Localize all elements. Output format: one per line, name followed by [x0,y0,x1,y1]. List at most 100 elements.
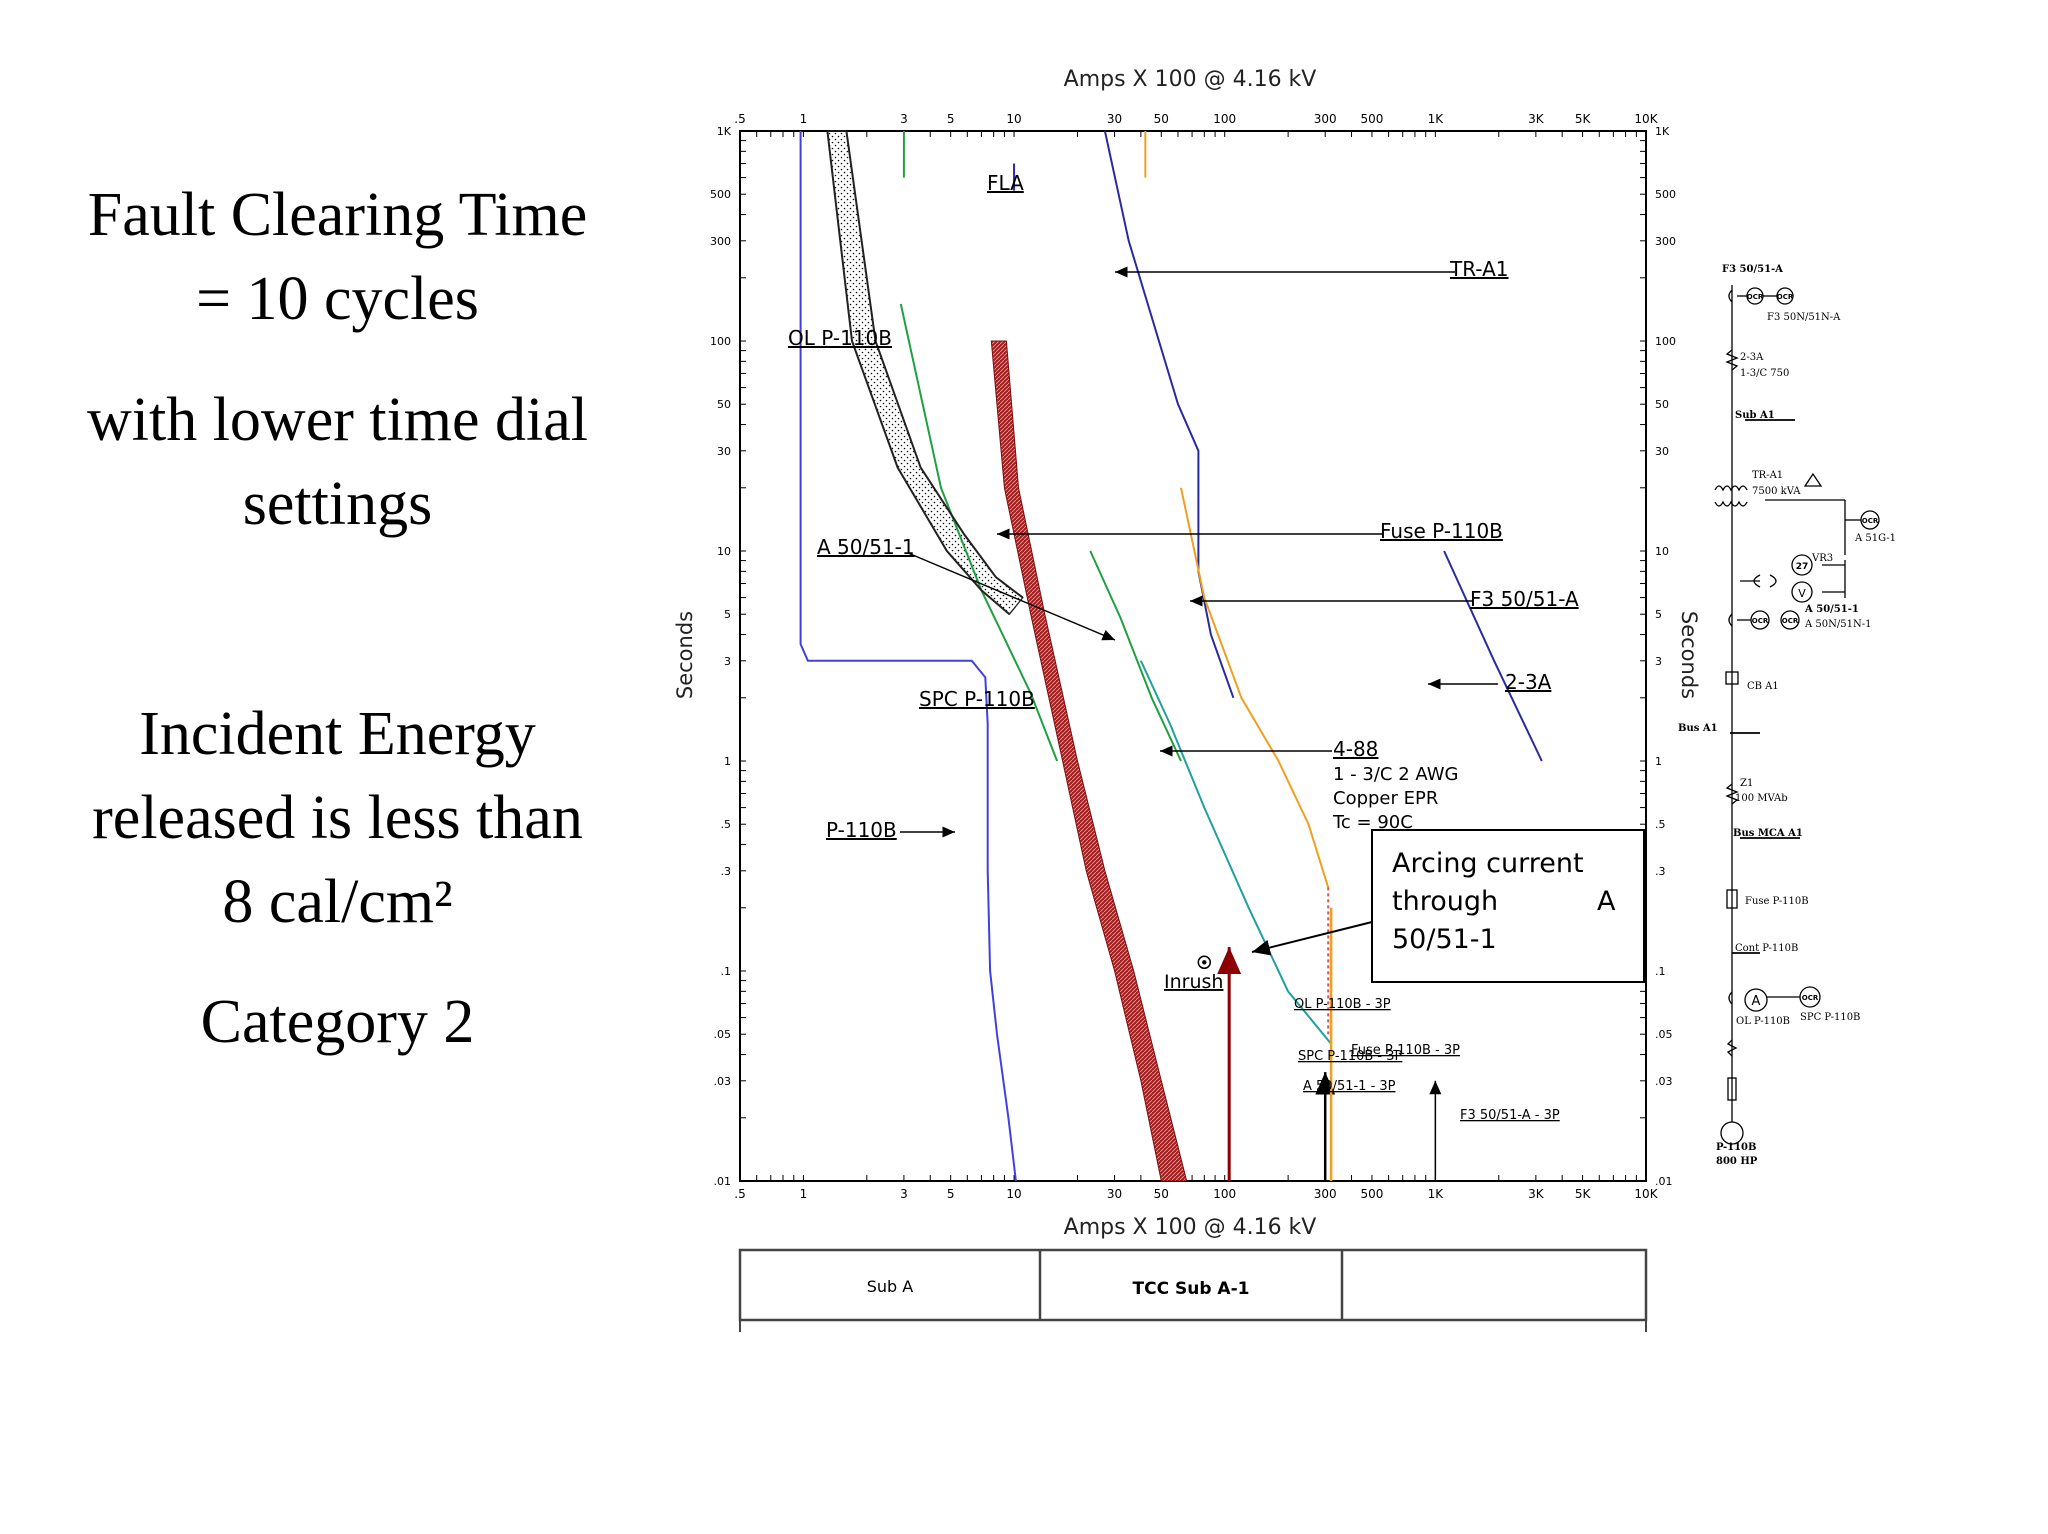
x-tick-label: 10 [1006,1187,1021,1201]
x-tick-label: 100 [1213,112,1236,126]
ct-icon-3 [1728,991,1733,1005]
x-tick-label: 10K [1634,112,1658,126]
incident-energy-line1: Incident Energy [139,700,536,768]
one-line-label-20: P-110B [1716,1142,1756,1153]
x-tick-label: 3K [1528,112,1545,126]
one-line-label-19: SPC P-110B [1800,1012,1860,1023]
curve-label-13: Inrush [1164,971,1223,993]
one-line-label-5: TR-A1 [1752,470,1783,481]
y-tick-label: 100 [710,335,731,348]
axis-ticks: .5 .5 1 1 3 3 5 5 10 10 30 30 50 50 100 100 300 300 500 500… [710,112,1676,1201]
y-tick-label: 50 [717,398,731,411]
x-tick-label: 3K [1528,1187,1545,1201]
ol-relay-icon [1744,988,1768,1012]
one-line-label-21: 800 HP [1716,1156,1758,1167]
y-tick-label: .5 [1655,818,1666,831]
plot-frame [739,130,1647,1182]
incident-energy-line3: 8 cal/cm² [222,868,453,936]
curve-label-1: TR-A1 [1449,257,1509,281]
one-line-label-7: A 51G-1 [1854,533,1896,544]
curve-label-18: F3 50/51-A - 3P [1460,1108,1560,1123]
x-tick-label: 500 [1360,112,1383,126]
y-tick-label: .03 [714,1075,732,1088]
y-tick-label: .3 [721,865,732,878]
y-tick-label: 3 [724,655,731,668]
y-tick-label: 300 [1655,235,1676,248]
motor-icon [1720,1121,1744,1145]
ct-icon-1 [1728,289,1733,303]
series-lines [799,130,1543,1182]
x-tick-label: 1 [800,1187,808,1201]
arcing-callout-line1: Arcing current [1392,848,1584,879]
ammeter-label: A [1752,994,1761,1009]
time-dial-line2: settings [242,470,433,538]
label-leader [907,552,1116,641]
one-line-label-9: A 50/51-1 [1804,604,1859,615]
one-line-label-17: Cont P-110B [1735,943,1798,954]
series-line-2 [1443,550,1543,762]
one-line-label-1: F3 50N/51N-A [1767,312,1841,323]
left-text-block: Fault Clearing Time = 10 cycles [20,173,655,341]
impedance-icon [1725,783,1739,805]
curve-label-17: A 50/51-1 - 3P [1303,1079,1396,1094]
series-line-8 [845,130,1024,599]
one-line-label-4: Sub A1 [1735,410,1775,421]
ocr-relay-icon-5 [1780,610,1800,630]
callout-pointer [1251,921,1373,956]
series-line-6 [1089,550,1182,762]
relay-label: OCR [1752,617,1769,625]
y-tick-label: .1 [1655,965,1666,978]
uv-relay-icon [1791,554,1813,576]
curve-labels: FLA TR-A1 OL P-110B Fuse P-110B F3 50/51-A A … [788,171,1579,1123]
series-line-7 [826,130,1011,615]
series-line-1 [1103,130,1235,699]
time-dial-line1: with lower time dial [86,386,589,454]
fault-clearing-heading-line1: Fault Clearing Time [87,181,588,249]
y-tick-label: .05 [1655,1028,1673,1041]
ct-icon-2 [1728,613,1733,627]
x-tick-label: 50 [1154,1187,1169,1201]
curve-label-16: Fuse P-110B - 3P [1351,1043,1460,1058]
inrush-point [1197,955,1212,970]
time-dial-text: with lower time dial settings [20,378,655,546]
curve-label-14: OL P-110B - 3P [1294,997,1391,1012]
x-tick-label: 300 [1314,112,1337,126]
title-block-center: TCC Sub A-1 [1133,1279,1250,1299]
y-tick-label: 30 [1655,445,1669,458]
plot-area: FLA TR-A1 OL P-110B Fuse P-110B F3 50/51-A A … [739,130,1647,1182]
delta-icon [1803,472,1823,487]
curve-label-5: A 50/51-1 [817,535,915,559]
title-block-frame [738,1248,1648,1322]
y-tick-label: .1 [721,965,732,978]
x-tick-label: 10 [1006,112,1021,126]
arcing-callout-line2: through [1392,886,1498,917]
relay-label: OCR [1747,293,1764,301]
one-line-diagram [1714,285,1880,1145]
x-tick-label: 1K [1428,1187,1445,1201]
fuse-icon [1726,889,1738,909]
y-tick-label: .01 [1655,1175,1673,1188]
label-leaders [900,266,1498,838]
one-line-label-11: CB A1 [1747,681,1779,692]
curve-label-3: Fuse P-110B [1380,519,1503,543]
one-line-label-8: VR3 [1811,553,1833,564]
arcing-callout-box [1371,829,1645,983]
x-tick-label: 50 [1154,112,1169,126]
curve-label-7: SPC P-110B [919,687,1035,711]
x-tick-label: 30 [1107,1187,1122,1201]
curve-label-15: SPC P-110B - 3P [1298,1049,1403,1064]
y-tick-label: 5 [724,608,731,621]
uv-relay-label: 27 [1796,562,1809,572]
y-tick-label: 1 [724,755,731,768]
one-line-label-2: 2-3A [1740,352,1764,363]
x-tick-label: 3 [900,1187,908,1201]
relay-label: OCR [1802,994,1819,1002]
y-tick-label: .05 [714,1028,732,1041]
x-tick-label: 500 [1360,1187,1383,1201]
curve-label-10: Copper EPR [1333,788,1438,809]
curve-label-2: OL P-110B [788,326,892,350]
x-tick-label: 1 [800,112,808,126]
x-tick-label: 5K [1575,1187,1592,1201]
voltmeter-label: V [1798,587,1806,600]
curve-label-9: 1 - 3/C 2 AWG [1333,764,1458,785]
